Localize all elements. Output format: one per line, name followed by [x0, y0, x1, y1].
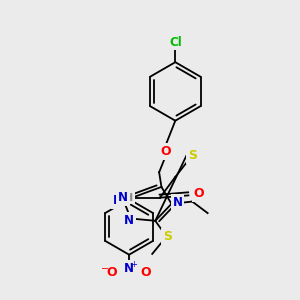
Text: O: O: [141, 266, 152, 279]
Text: Cl: Cl: [169, 36, 182, 49]
Text: O: O: [194, 187, 205, 200]
Text: −: −: [101, 263, 109, 274]
Text: H: H: [124, 193, 134, 203]
Text: S: S: [188, 149, 197, 162]
Text: N: N: [118, 191, 128, 204]
Text: N: N: [112, 194, 123, 207]
Text: N: N: [172, 196, 183, 209]
Text: O: O: [160, 145, 171, 158]
Text: +: +: [130, 260, 137, 269]
Text: S: S: [163, 230, 172, 243]
Text: N: N: [124, 214, 134, 226]
Text: N: N: [124, 262, 134, 275]
Text: O: O: [107, 266, 118, 279]
